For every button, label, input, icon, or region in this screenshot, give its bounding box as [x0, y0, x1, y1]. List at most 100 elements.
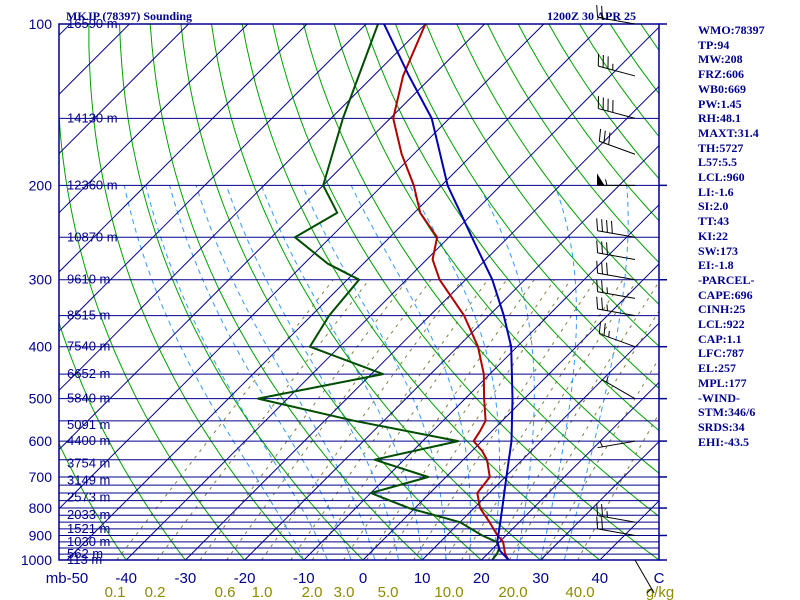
mixing-ratio-line-16	[487, 280, 659, 560]
pressure-label: 1000	[21, 552, 52, 568]
sounding-index: KI:22	[698, 228, 728, 243]
sounding-index: LI:-1.6	[698, 184, 734, 199]
sounding-index: CAPE:696	[698, 287, 753, 302]
height-label: 8515 m	[67, 308, 110, 323]
height-label: 7540 m	[67, 339, 110, 354]
mixing-ratio-label: 5.0	[378, 584, 399, 600]
sounding-index: LCL:960	[698, 170, 745, 185]
sounding-index: LFC:787	[698, 346, 744, 361]
wind-barb	[596, 260, 636, 281]
wind-barb	[596, 240, 636, 260]
sounding-index: -PARCEL-	[698, 272, 755, 287]
sounding-index: MPL:177	[698, 375, 747, 390]
height-label: 2033 m	[67, 507, 110, 522]
mixing-ratio-label: 2.0	[302, 584, 323, 600]
wind-barb	[597, 440, 636, 449]
height-label: 10870 m	[67, 229, 118, 244]
height-label: 12360 m	[67, 177, 118, 192]
height-label: 1521 m	[67, 521, 110, 536]
mixing-ratio-line-0.1	[116, 279, 334, 560]
height-label: 3754 m	[67, 455, 110, 470]
wind-barb	[597, 53, 636, 77]
temperature-tick-label: mb-50	[46, 570, 89, 587]
height-label: 562 m	[67, 546, 103, 561]
sounding-index: EL:257	[698, 361, 737, 376]
mixing-ratio-label: 0.6	[215, 584, 236, 600]
mixing-ratio-line-4	[366, 279, 555, 560]
wind-barb	[596, 279, 636, 299]
mixing-ratio-line-7	[413, 279, 597, 560]
mixing-ratio-line-2	[311, 279, 508, 560]
sounding-index: SW:173	[698, 243, 739, 258]
mixing-ratio-line-12	[461, 279, 638, 560]
mixing-ratio-line-0.4	[199, 279, 408, 560]
temperature-tick-label: 20	[473, 570, 490, 587]
pressure-label: 200	[29, 177, 53, 193]
mixing-ratio-line-0.2	[156, 279, 370, 560]
height-label: 16590 m	[67, 16, 118, 31]
sounding-index: TH:5727	[698, 140, 744, 155]
mixing-ratio-line-1.5	[290, 279, 489, 560]
wind-barb	[601, 376, 636, 400]
temperature-line	[392, 24, 510, 560]
mixing-ratio-label: 1.0	[252, 584, 273, 600]
dry-adiabat-60	[303, 24, 659, 518]
pressure-label: 500	[29, 391, 53, 407]
sounding-index: WB0:669	[698, 81, 746, 96]
mixing-ratio-label: g/kg	[646, 584, 674, 600]
temperature-tick-label: -20	[234, 570, 256, 587]
height-label: 5840 m	[67, 391, 110, 406]
sounding-index: TT:43	[698, 214, 730, 229]
sounding-index: CAP:1.1	[698, 331, 742, 346]
temperature-tick-label: C	[654, 570, 665, 587]
sounding-index: FRZ:606	[698, 67, 744, 82]
plot-frame	[58, 23, 667, 561]
sounding-index: SI:2.0	[698, 199, 729, 214]
temperature-tick-label: -40	[115, 570, 137, 587]
dry-adiabats	[59, 24, 659, 560]
sounding-profiles	[257, 24, 514, 560]
moist-adiabat-26	[478, 185, 535, 560]
height-label: 2573 m	[67, 490, 110, 505]
wind-barb	[597, 96, 636, 119]
mixing-ratio-line-28	[541, 357, 659, 560]
moist-adiabat-22	[409, 185, 500, 560]
height-label: 6652 m	[67, 366, 110, 381]
isobars	[59, 24, 659, 560]
height-label: 3149 m	[67, 472, 110, 487]
height-label: 113 m	[67, 552, 102, 567]
pressure-label: 800	[29, 500, 53, 516]
temperature-labels: mb-50 -40 -30 -20 -10 0 10 20 30 40 C	[46, 570, 665, 587]
isotherms	[59, 24, 659, 560]
isotherm--40	[125, 26, 659, 560]
temperature-tick-label: -10	[293, 570, 315, 587]
mixing-ratio-label: 3.0	[334, 584, 355, 600]
pressure-label: 700	[29, 469, 53, 485]
height-label: 9610 m	[67, 272, 110, 287]
mixing-ratio-line-0.6	[226, 279, 432, 560]
wind-barb	[596, 5, 636, 25]
sounding-index: PW:1.45	[698, 96, 742, 111]
moist-adiabats	[123, 185, 629, 560]
wind-barb	[596, 503, 636, 523]
temperature-tick-label: 10	[414, 570, 431, 587]
wind-barb	[596, 296, 636, 317]
wind-barb	[598, 321, 636, 348]
mixing-ratio-line-5	[384, 279, 572, 560]
mixing-ratio-label: 0.1	[105, 584, 126, 600]
sounding-index: MAXT:31.4	[698, 125, 759, 140]
sounding-index: LCL:922	[698, 317, 745, 332]
parcel-line	[383, 24, 514, 560]
mixing-ratio-lines	[116, 279, 659, 560]
temperature-tick-label: 40	[591, 570, 608, 587]
mixing-ratio-labels: 0.1 0.2 0.6 1.0 2.0 3.0 5.0 10.0 20.0 40.0 g/kg	[105, 584, 675, 600]
height-label: 14130 m	[67, 110, 118, 125]
height-label: 5091 m	[67, 417, 110, 432]
isotherm--30	[185, 85, 659, 560]
temperature-tick-label: -30	[175, 570, 197, 587]
mixing-ratio-line-20	[508, 310, 659, 560]
dewpoint-line	[257, 24, 501, 560]
height-label: 1030 m	[67, 534, 110, 549]
